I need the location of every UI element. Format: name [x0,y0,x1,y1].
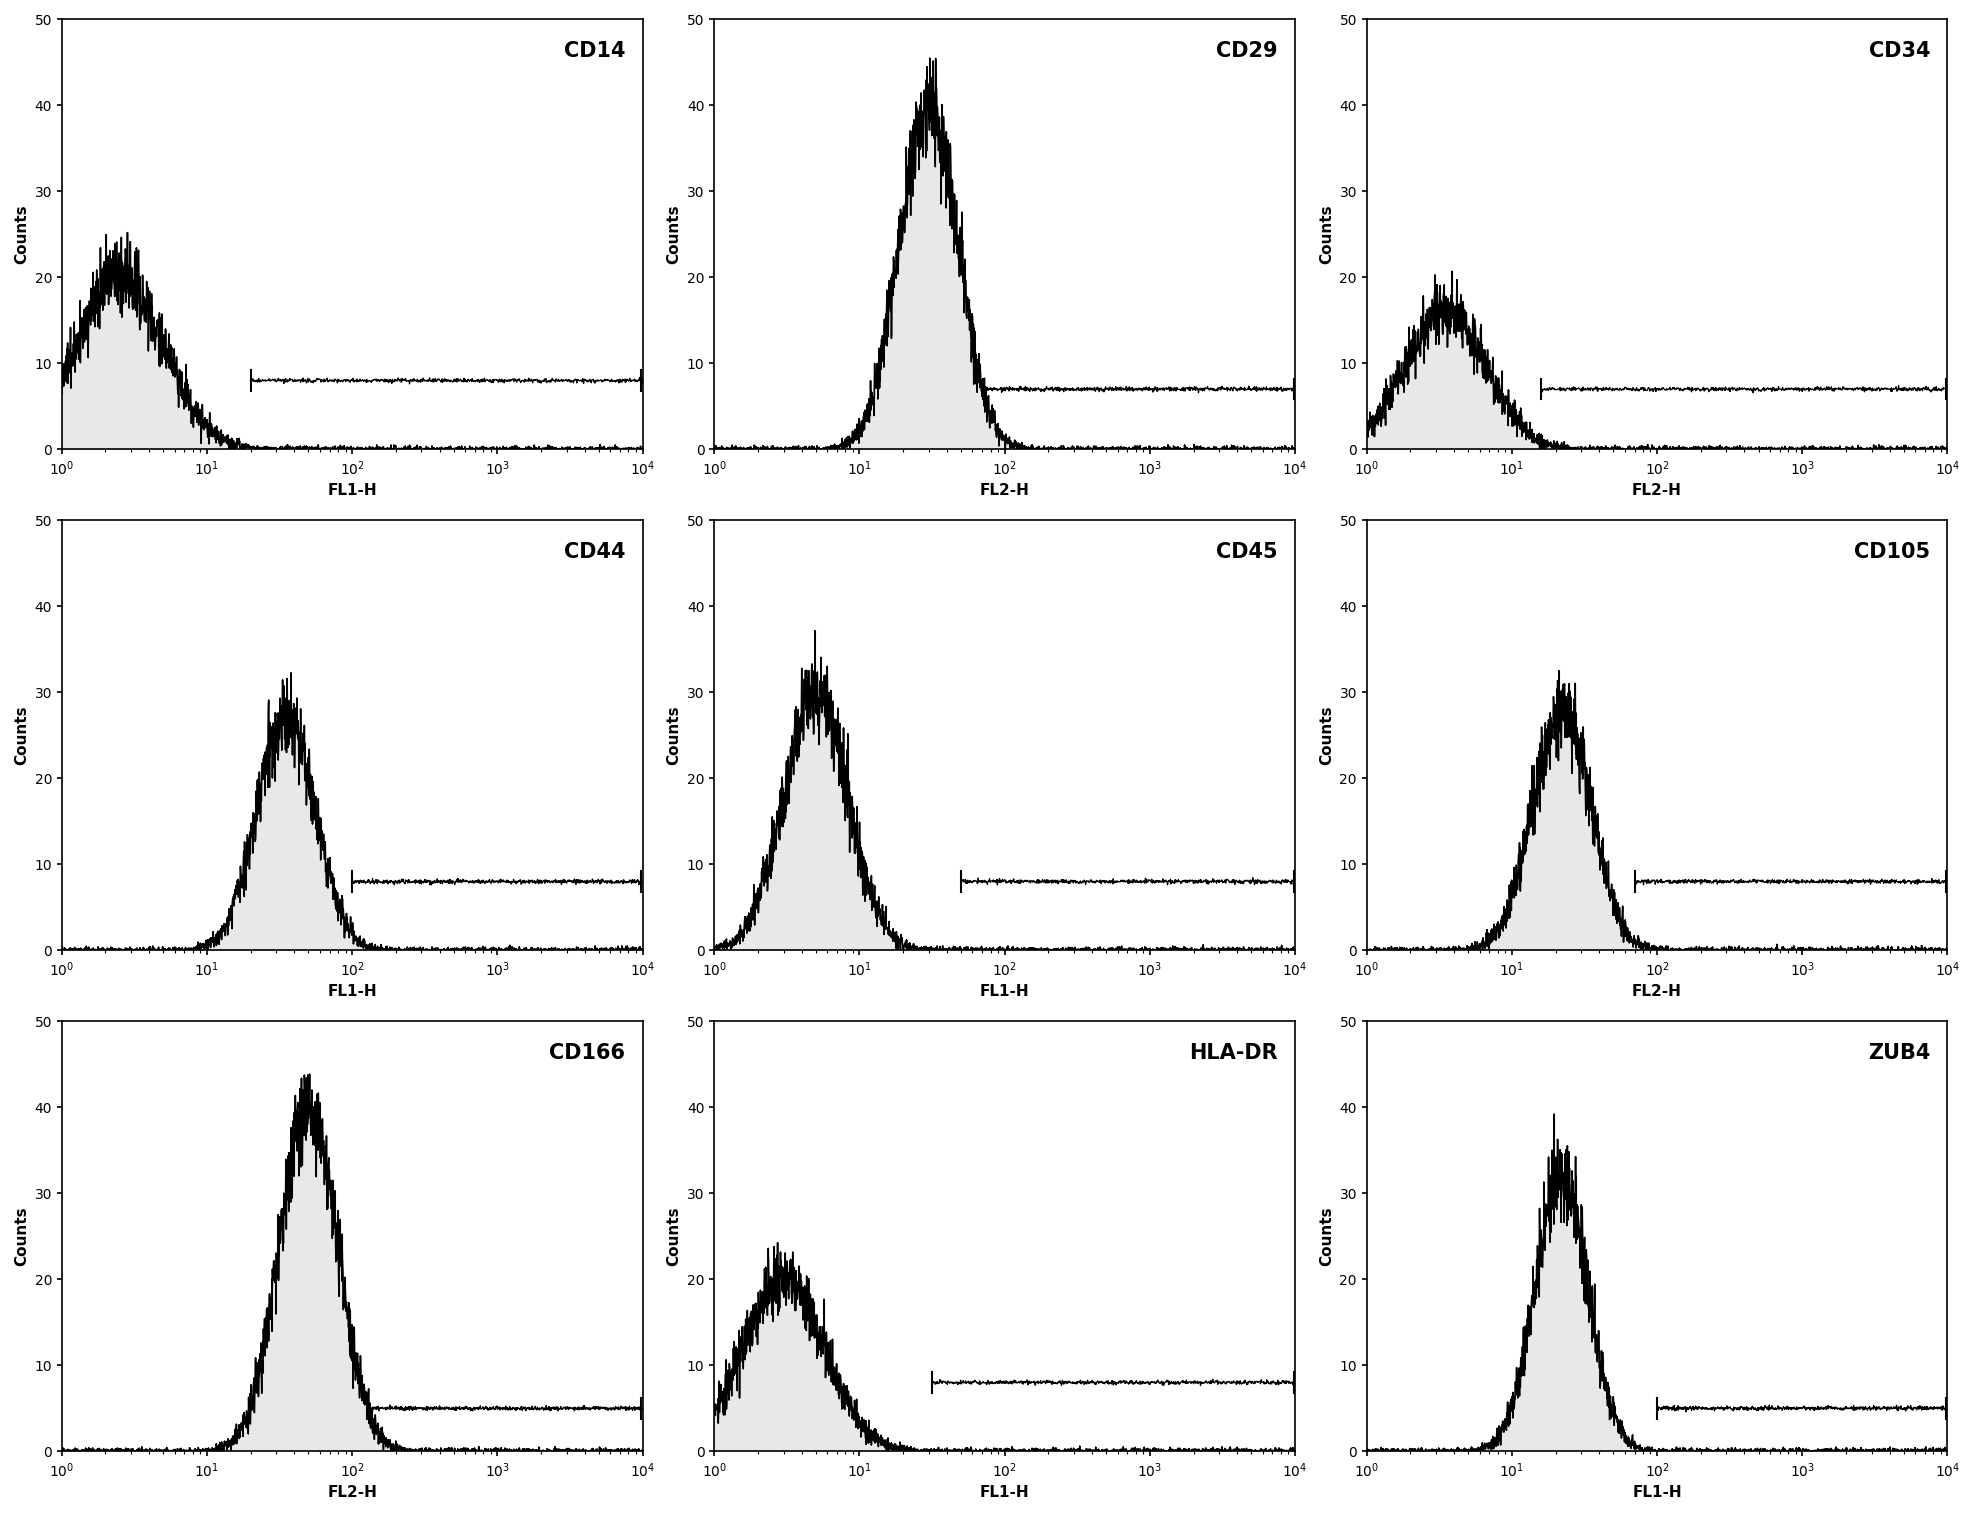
Text: CD14: CD14 [564,41,625,61]
Y-axis label: Counts: Counts [667,1207,681,1266]
X-axis label: FL1-H: FL1-H [1632,1485,1681,1500]
Text: CD44: CD44 [564,542,625,562]
X-axis label: FL2-H: FL2-H [979,483,1030,498]
Y-axis label: Counts: Counts [1318,1207,1334,1266]
Text: CD34: CD34 [1868,41,1930,61]
Text: HLA-DR: HLA-DR [1188,1043,1277,1063]
X-axis label: FL2-H: FL2-H [328,1485,377,1500]
Y-axis label: Counts: Counts [1318,204,1334,263]
Y-axis label: Counts: Counts [14,706,30,765]
Text: CD105: CD105 [1853,542,1930,562]
Text: ZUB4: ZUB4 [1866,1043,1930,1063]
Text: CD45: CD45 [1215,542,1277,562]
Y-axis label: Counts: Counts [667,204,681,263]
Text: CD166: CD166 [548,1043,625,1063]
X-axis label: FL1-H: FL1-H [328,984,377,999]
X-axis label: FL1-H: FL1-H [979,984,1028,999]
Y-axis label: Counts: Counts [14,1207,30,1266]
Text: CD29: CD29 [1215,41,1277,61]
X-axis label: FL1-H: FL1-H [328,483,377,498]
X-axis label: FL1-H: FL1-H [979,1485,1028,1500]
X-axis label: FL2-H: FL2-H [1632,984,1681,999]
Y-axis label: Counts: Counts [667,706,681,765]
Y-axis label: Counts: Counts [1318,706,1334,765]
Y-axis label: Counts: Counts [14,204,30,263]
X-axis label: FL2-H: FL2-H [1632,483,1681,498]
